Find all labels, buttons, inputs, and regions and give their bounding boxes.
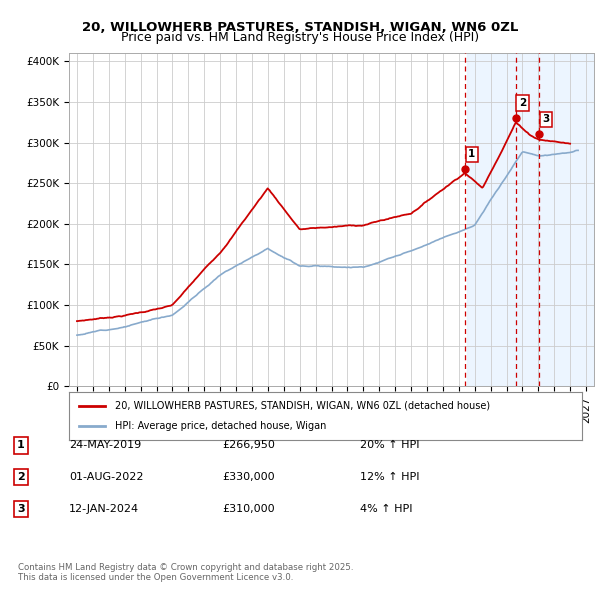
- Text: £310,000: £310,000: [222, 504, 275, 514]
- Text: 4% ↑ HPI: 4% ↑ HPI: [360, 504, 413, 514]
- Text: 3: 3: [17, 504, 25, 514]
- Text: £266,950: £266,950: [222, 441, 275, 450]
- Text: 20, WILLOWHERB PASTURES, STANDISH, WIGAN, WN6 0ZL: 20, WILLOWHERB PASTURES, STANDISH, WIGAN…: [82, 21, 518, 34]
- Text: 12-JAN-2024: 12-JAN-2024: [69, 504, 139, 514]
- Text: HPI: Average price, detached house, Wigan: HPI: Average price, detached house, Wiga…: [115, 421, 326, 431]
- Text: Price paid vs. HM Land Registry's House Price Index (HPI): Price paid vs. HM Land Registry's House …: [121, 31, 479, 44]
- Text: 2: 2: [17, 473, 25, 482]
- Text: 20, WILLOWHERB PASTURES, STANDISH, WIGAN, WN6 0ZL (detached house): 20, WILLOWHERB PASTURES, STANDISH, WIGAN…: [115, 401, 490, 411]
- Text: 01-AUG-2022: 01-AUG-2022: [69, 473, 143, 482]
- Text: Contains HM Land Registry data © Crown copyright and database right 2025.
This d: Contains HM Land Registry data © Crown c…: [18, 563, 353, 582]
- Text: 12% ↑ HPI: 12% ↑ HPI: [360, 473, 419, 482]
- Text: 1: 1: [468, 149, 475, 159]
- Text: 20% ↑ HPI: 20% ↑ HPI: [360, 441, 419, 450]
- Text: 2: 2: [519, 98, 526, 108]
- Text: £330,000: £330,000: [222, 473, 275, 482]
- Bar: [467, 53, 594, 386]
- Text: 1: 1: [17, 441, 25, 450]
- Text: 24-MAY-2019: 24-MAY-2019: [69, 441, 141, 450]
- Text: 3: 3: [542, 114, 550, 124]
